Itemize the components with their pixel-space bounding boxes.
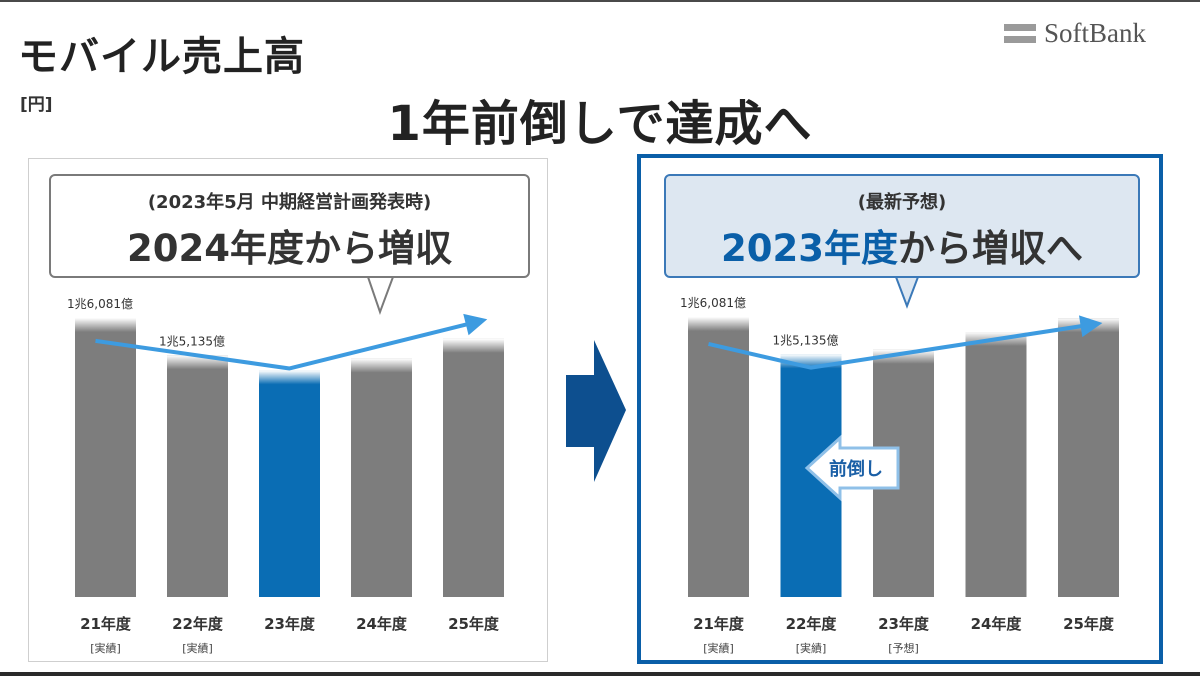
plan-category-label-2: 22年度 xyxy=(172,615,224,633)
plan-value-label-1: 1兆6,081億 xyxy=(67,297,133,311)
forecast-category-note-3: [予想] xyxy=(888,641,919,655)
plan-category-label-3: 23年度 xyxy=(264,615,316,633)
shift-arrow-icon xyxy=(804,434,900,502)
forecast-trend-arrowhead xyxy=(1078,315,1103,338)
forecast-bar-chart: 1兆6,081億 21年度 [実績] 1兆5,135億 22年度 [実績] 23年度 [予想]… xyxy=(680,296,1119,655)
forecast-callout-tail xyxy=(894,276,920,309)
forecast-callout-title: 2023年度から増収へ xyxy=(666,218,1138,272)
forecast-category-label-1: 21年度 xyxy=(693,615,745,633)
forecast-category-note-2: [実績] xyxy=(796,641,827,655)
bottom-border xyxy=(0,672,1200,676)
plan-bar-3 xyxy=(259,370,320,597)
plan-callout-subtitle: (2023年5月 中期経営計画発表時) xyxy=(147,192,432,213)
logo-text: SoftBank xyxy=(1044,18,1147,48)
plan-bar-fade-1 xyxy=(75,318,136,332)
plan-category-label-5: 25年度 xyxy=(448,615,500,633)
next-arrow-icon xyxy=(566,340,626,482)
plan-bar-5 xyxy=(443,338,504,597)
plan-bar-fade-4 xyxy=(351,358,412,373)
forecast-category-label-2: 22年度 xyxy=(786,615,838,633)
forecast-value-label-2: 1兆5,135億 xyxy=(773,333,839,347)
forecast-callout-highlight: 2023年度 xyxy=(721,227,898,270)
forecast-bar-fade-3 xyxy=(873,349,934,364)
plan-category-label-4: 24年度 xyxy=(356,615,408,633)
forecast-callout-subtitle: (最新予想) xyxy=(857,192,947,213)
headline: 1年前倒しで達成へ xyxy=(387,96,813,152)
forecast-trend-line xyxy=(708,322,1095,370)
plan-category-note-2: [実績] xyxy=(182,641,213,655)
plan-trend-line xyxy=(95,319,480,371)
forecast-bar-1 xyxy=(688,317,749,597)
plan-bar-2 xyxy=(167,355,228,597)
plan-trend-arrowhead xyxy=(463,313,488,336)
softbank-logo-icon xyxy=(1004,22,1036,46)
forecast-callout-rest: から増収へ xyxy=(897,227,1083,270)
forecast-category-note-1: [実績] xyxy=(703,641,734,655)
plan-category-label-1: 21年度 xyxy=(80,615,132,633)
plan-callout-title: 2024年度から増収 xyxy=(127,227,452,270)
plan-bar-chart: 1兆6,081億 21年度 [実績] 1兆5,135億 22年度 [実績] 23年度 24年度… xyxy=(67,297,504,655)
forecast-category-label-4: 24年度 xyxy=(971,615,1023,633)
forecast-category-label-3: 23年度 xyxy=(878,615,930,633)
plan-callout-tail xyxy=(366,276,395,315)
forecast-bar-fade-1 xyxy=(688,317,749,331)
plan-bar-1 xyxy=(75,318,136,597)
forecast-bar-4 xyxy=(965,332,1027,597)
transition-arrow: 前倒し xyxy=(366,276,920,502)
top-border xyxy=(0,0,1200,2)
plan-value-label-2: 1兆5,135億 xyxy=(159,334,225,348)
page-title: モバイル売上高 xyxy=(18,34,305,80)
softbank-logo: SoftBank xyxy=(1004,18,1146,49)
forecast-value-label-1: 1兆6,081億 xyxy=(680,296,746,310)
forecast-callout: (最新予想) 2023年度から増収へ xyxy=(664,174,1140,278)
plan-bar-4 xyxy=(351,358,412,597)
unit-label: [円] xyxy=(20,95,53,115)
forecast-bar-5 xyxy=(1058,318,1119,597)
shift-arrow-label: 前倒し xyxy=(829,458,883,480)
shift-arrow: 前倒し xyxy=(804,434,900,502)
plan-callout: (2023年5月 中期経営計画発表時) 2024年度から増収 xyxy=(49,174,530,278)
plan-bar-fade-3 xyxy=(259,370,320,385)
plan-bar-fade-5 xyxy=(443,338,504,353)
plan-category-note-1: [実績] xyxy=(90,641,121,655)
forecast-category-label-5: 25年度 xyxy=(1063,615,1115,633)
